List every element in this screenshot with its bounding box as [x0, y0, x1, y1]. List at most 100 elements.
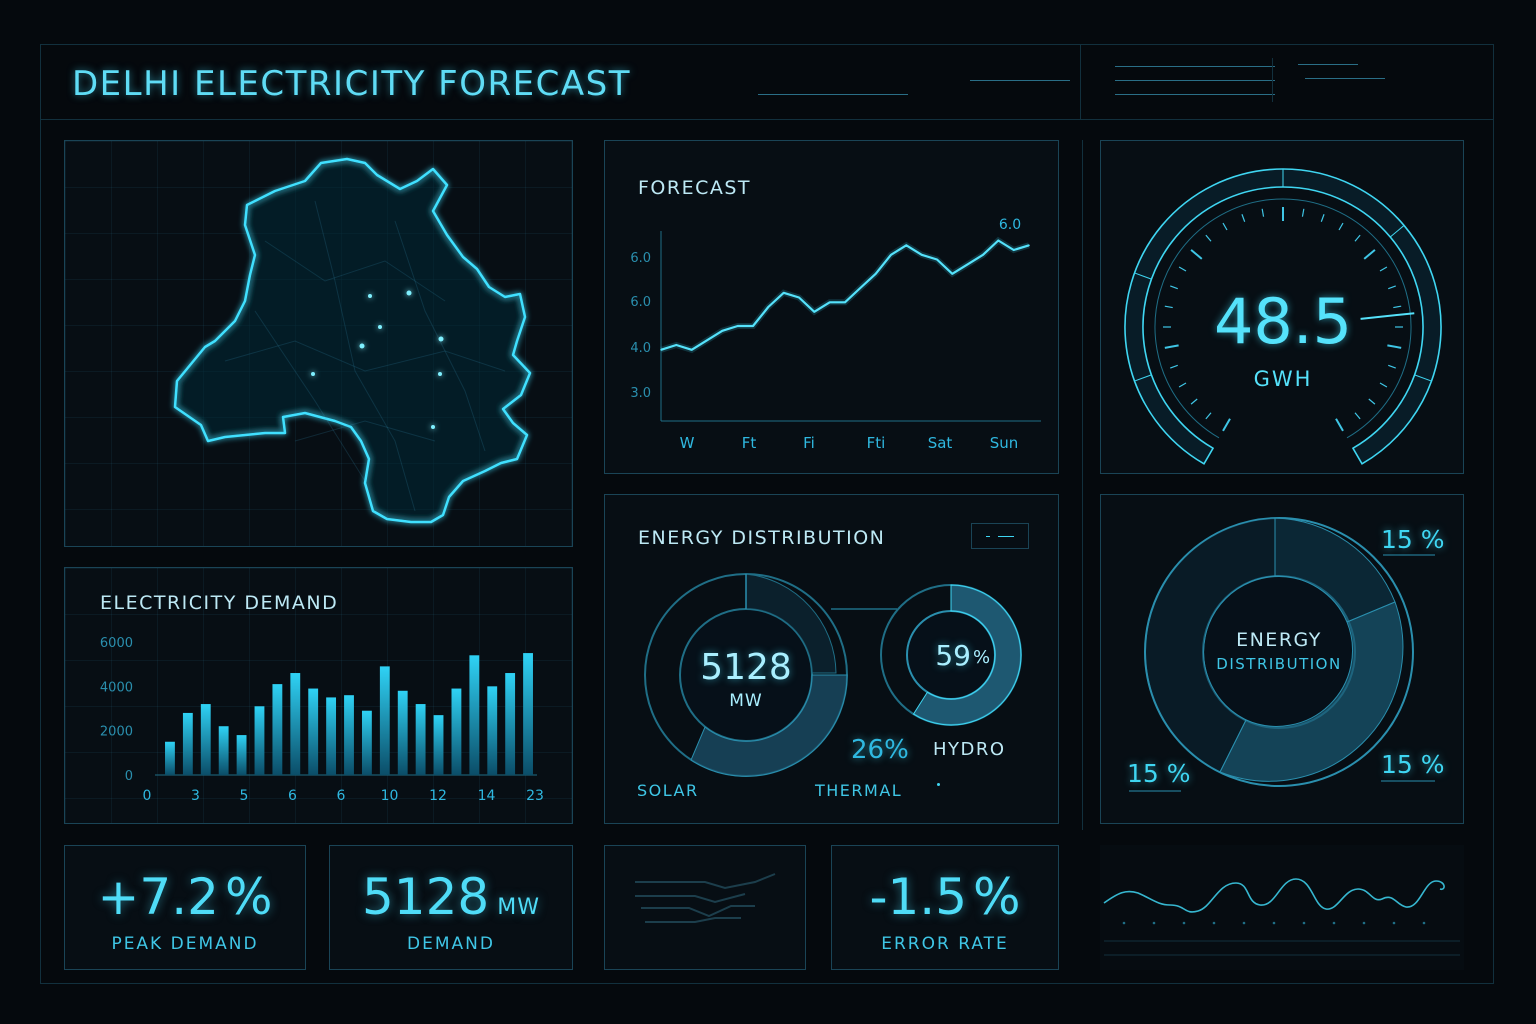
map-hotspot[interactable]: [368, 294, 372, 298]
x-tick-label: W: [680, 434, 695, 452]
map-hotspot[interactable]: [359, 343, 365, 349]
gauge-tick: [1164, 305, 1173, 309]
forecast-point: [966, 263, 969, 266]
gauge-tick: [1379, 266, 1388, 272]
x-tick-label: 0: [143, 788, 152, 804]
kpi-error-label: ERROR RATE: [881, 934, 1009, 954]
forecast-point: [828, 301, 831, 304]
gauge-needle: [1360, 312, 1415, 320]
gauge-tick: [1354, 412, 1361, 420]
x-tick-label: 3: [191, 788, 200, 804]
donut-segment[interactable]: [1145, 517, 1276, 773]
bar: [415, 704, 426, 775]
distribution-title: ENERGY DISTRIBUTION: [638, 527, 886, 549]
gauge-band-separator: [1134, 272, 1152, 280]
forecast-point: [859, 287, 862, 289]
forecast-point: [706, 339, 708, 342]
x-tick-label: Fi: [803, 434, 815, 452]
forecast-point: [721, 329, 724, 332]
kpi-demand-unit: MW: [497, 895, 540, 920]
donut-segment[interactable]: [1219, 601, 1404, 782]
y-tick-label: 3.0: [630, 386, 651, 401]
forecast-point: [798, 296, 800, 299]
header-deco-line: [1115, 80, 1275, 81]
forecast-point: [920, 253, 923, 256]
gauge-tick: [1338, 222, 1344, 231]
kpi-error-rate[interactable]: -1.5% ERROR RATE: [831, 845, 1059, 970]
x-tick-label: 10: [381, 788, 399, 804]
forecast-title: FORECAST: [638, 177, 752, 199]
bar: [236, 735, 247, 775]
ring-segment[interactable]: [690, 674, 848, 777]
donut-pct-top: 15 %: [1381, 525, 1445, 554]
delhi-map[interactable]: [65, 141, 574, 548]
forecast-line-chart[interactable]: 6.0 6.0 4.0 3.0 6.0 W Ft Fi Fti Sat Sun: [605, 141, 1060, 475]
gauge-tick: [1178, 266, 1187, 272]
legend-dot: [937, 783, 940, 786]
x-tick-label: 12: [429, 788, 447, 804]
options-button[interactable]: [971, 523, 1029, 549]
small-ring-value: 59: [935, 639, 971, 672]
waveform-panel: [1100, 845, 1464, 970]
map-hotspot[interactable]: [438, 372, 442, 376]
kpi-demand[interactable]: 5128 MW DEMAND: [329, 845, 573, 970]
map-hotspot[interactable]: [431, 425, 435, 429]
map-hotspot[interactable]: [406, 290, 412, 296]
bar: [200, 704, 211, 775]
mini-signal-panel: [604, 845, 806, 970]
donut-center-line1: ENERGY: [1236, 629, 1322, 651]
demand-panel: ELECTRICITY DEMAND 6000 4000 2000 0 0 3 5 6 6 10 1…: [64, 567, 573, 824]
map-hotspot[interactable]: [311, 372, 315, 376]
header-deco-line: [1115, 94, 1275, 95]
forecast-peak-label: 6.0: [999, 217, 1021, 233]
gauge-tick: [1205, 234, 1212, 242]
donut-chart[interactable]: [1101, 495, 1465, 825]
bar: [218, 726, 229, 775]
gauge-tick: [1170, 285, 1178, 290]
header: DELHI ELECTRICITY FORECAST: [40, 44, 1494, 120]
distribution-panel: ENERGY DISTRIBUTION 5128 MW 59 % 26% HYD…: [604, 494, 1059, 824]
forecast-point: [982, 253, 984, 256]
y-tick-label: 6000: [100, 636, 133, 651]
forecast-point: [874, 272, 877, 275]
kpi-peak-value: +7.2%: [97, 868, 273, 926]
x-tick-label: Ft: [742, 434, 757, 452]
demand-bar-chart[interactable]: 6000 4000 2000 00 3 5 6 6 10 12 14 23: [65, 568, 574, 825]
demand-title: ELECTRICITY DEMAND: [100, 592, 339, 614]
gauge-unit: GWH: [1253, 367, 1313, 391]
kpi-peak-demand[interactable]: +7.2% PEAK DEMAND: [64, 845, 306, 970]
distribution-rings[interactable]: [605, 495, 1060, 825]
ring-segment[interactable]: [745, 573, 837, 674]
x-tick-label: Fti: [867, 434, 886, 452]
gauge-tick: [1205, 412, 1212, 420]
options-line-icon: [998, 536, 1014, 537]
y-tick-label: 0: [125, 769, 133, 784]
forecast-point: [660, 348, 662, 351]
forecast-point: [736, 325, 739, 327]
gauge-tick: [1368, 398, 1376, 405]
main-ring[interactable]: [644, 573, 848, 777]
map-hotspot[interactable]: [438, 336, 444, 342]
x-tick-label: Sun: [990, 434, 1019, 452]
map-hotspot[interactable]: [378, 325, 382, 329]
gauge-tick: [1379, 382, 1388, 388]
gauge[interactable]: [1101, 141, 1465, 475]
x-tick-label: 23: [526, 788, 544, 804]
bar: [397, 690, 408, 775]
small-ring[interactable]: [880, 584, 1022, 726]
kpi-error-value: -1.5%: [869, 868, 1021, 926]
gauge-band-separator: [1389, 225, 1405, 238]
gauge-tick: [1354, 234, 1361, 242]
gauge-band-separator: [1134, 374, 1152, 382]
gauge-value: 48.5: [1213, 285, 1353, 358]
gauge-tick: [1301, 208, 1305, 217]
forecast-point: [936, 258, 938, 261]
gauge-tick: [1393, 305, 1402, 309]
bar: [326, 697, 337, 775]
bar: [361, 710, 372, 775]
gauge-tick: [1190, 398, 1198, 405]
solar-label: SOLAR: [637, 781, 699, 800]
district-lines: [224, 200, 506, 512]
gauge-tick: [1222, 222, 1228, 231]
map-panel[interactable]: [64, 140, 573, 547]
